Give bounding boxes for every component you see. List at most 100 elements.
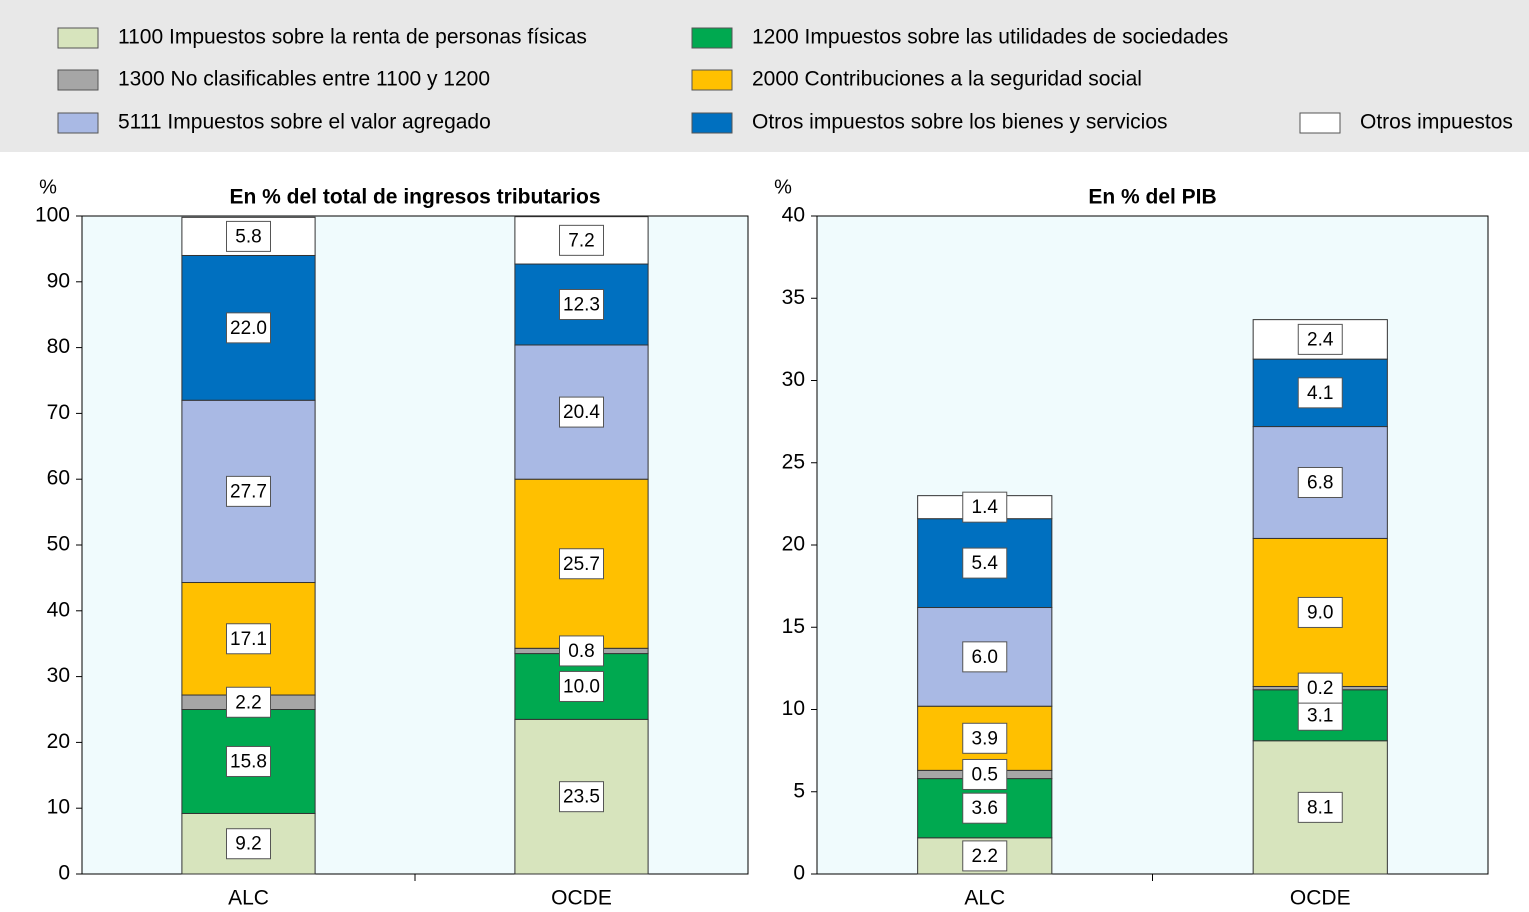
data-label-box <box>559 548 604 580</box>
y-tick-label: 50 <box>47 533 70 556</box>
data-label-box <box>1297 699 1343 731</box>
y-tick-label: 90 <box>47 269 70 292</box>
data-label: 8.1 <box>1307 797 1333 818</box>
data-label-box <box>226 220 271 252</box>
data-label-box <box>226 312 271 344</box>
data-label-box <box>226 475 271 507</box>
x-tick-label: OCDE <box>551 887 612 910</box>
y-axis-label: % <box>774 176 792 198</box>
data-label: 3.1 <box>1307 705 1333 726</box>
data-label-box <box>1297 596 1343 628</box>
y-tick-label: 40 <box>47 598 70 621</box>
legend-swatch <box>57 112 99 134</box>
data-label-box <box>1297 466 1343 498</box>
data-label: 1.4 <box>972 497 999 518</box>
data-label: 12.3 <box>563 295 600 316</box>
y-tick-label: 20 <box>47 730 70 753</box>
legend-swatch <box>691 27 733 49</box>
data-label: 22.0 <box>230 318 267 339</box>
data-label-box <box>559 224 604 256</box>
data-label: 0.8 <box>568 641 594 662</box>
y-tick-label: 15 <box>782 615 805 638</box>
legend-background <box>0 0 1529 152</box>
data-label: 5.8 <box>235 226 261 247</box>
data-label: 15.8 <box>230 751 267 772</box>
data-label: 2.2 <box>972 846 998 867</box>
legend-label: Otros impuestos sobre los bienes y servi… <box>752 111 1168 134</box>
data-label-box <box>962 722 1008 754</box>
data-label-box <box>559 670 604 702</box>
data-label-box <box>226 828 271 860</box>
data-label-box <box>1297 791 1343 823</box>
chart-title: En % del PIB <box>1088 186 1216 209</box>
data-label: 3.9 <box>972 728 998 749</box>
data-label-box <box>962 641 1008 673</box>
data-label-box <box>559 781 604 813</box>
y-tick-label: 80 <box>47 335 70 358</box>
x-tick-label: OCDE <box>1290 887 1351 910</box>
data-label: 4.1 <box>1307 383 1333 404</box>
data-label: 10.0 <box>563 676 600 697</box>
x-tick-label: ALC <box>228 887 269 910</box>
data-label-box <box>226 745 271 777</box>
data-label-box <box>1297 672 1343 704</box>
data-label-box <box>1297 323 1343 355</box>
y-tick-label: 0 <box>58 862 70 885</box>
legend-swatch <box>57 69 99 91</box>
legend-swatch <box>57 27 99 49</box>
data-label: 17.1 <box>230 629 267 650</box>
data-label: 3.6 <box>972 798 998 819</box>
legend-swatch <box>1299 112 1341 134</box>
y-tick-label: 60 <box>47 467 70 490</box>
data-label: 20.4 <box>563 402 600 423</box>
legend-swatch <box>691 112 733 134</box>
chart-title: En % del total de ingresos tributarios <box>229 186 600 209</box>
data-label-box <box>962 547 1008 579</box>
data-label-box <box>559 635 604 667</box>
legend-label: 1200 Impuestos sobre las utilidades de s… <box>752 26 1228 49</box>
data-label-box <box>962 840 1008 872</box>
legend-label: 2000 Contribuciones a la seguridad socia… <box>752 68 1142 91</box>
y-tick-label: 30 <box>782 368 805 391</box>
data-label: 5.4 <box>972 553 999 574</box>
legend-label: 5111 Impuestos sobre el valor agregado <box>118 111 491 134</box>
x-tick-label: ALC <box>964 887 1005 910</box>
data-label-box <box>559 396 604 428</box>
data-label-box <box>962 491 1008 523</box>
data-label-box <box>1297 377 1343 409</box>
y-tick-label: 30 <box>47 664 70 687</box>
y-tick-label: 25 <box>782 450 805 473</box>
data-label-box <box>962 758 1008 790</box>
data-label-box <box>559 289 604 321</box>
data-label: 9.2 <box>235 834 261 855</box>
legend-swatch <box>691 69 733 91</box>
data-label: 9.0 <box>1307 602 1333 623</box>
data-label: 2.2 <box>235 692 261 713</box>
data-label: 6.8 <box>1307 473 1333 494</box>
bar-segment <box>1252 358 1388 428</box>
data-label: 0.2 <box>1307 678 1333 699</box>
y-tick-label: 35 <box>782 286 805 309</box>
y-tick-label: 10 <box>47 796 70 819</box>
data-label: 25.7 <box>563 554 600 575</box>
y-tick-label: 40 <box>782 204 805 227</box>
data-label: 2.4 <box>1307 329 1334 350</box>
data-label: 0.5 <box>972 764 998 785</box>
data-label: 6.0 <box>972 647 998 668</box>
legend-label: 1300 No clasificables entre 1100 y 1200 <box>118 68 490 91</box>
data-label: 27.7 <box>230 481 267 502</box>
y-tick-label: 0 <box>793 862 805 885</box>
y-tick-label: 70 <box>47 401 70 424</box>
data-label: 7.2 <box>568 230 594 251</box>
data-label-box <box>226 686 271 718</box>
y-tick-label: 20 <box>782 533 805 556</box>
data-label-box <box>962 792 1008 824</box>
data-label-box <box>226 623 271 655</box>
y-tick-label: 100 <box>35 204 70 227</box>
y-tick-label: 5 <box>793 779 805 802</box>
y-axis-label: % <box>39 176 57 198</box>
legend-label: 1100 Impuestos sobre la renta de persona… <box>118 26 587 49</box>
legend-label: Otros impuestos <box>1360 111 1513 134</box>
data-label: 23.5 <box>563 787 600 808</box>
